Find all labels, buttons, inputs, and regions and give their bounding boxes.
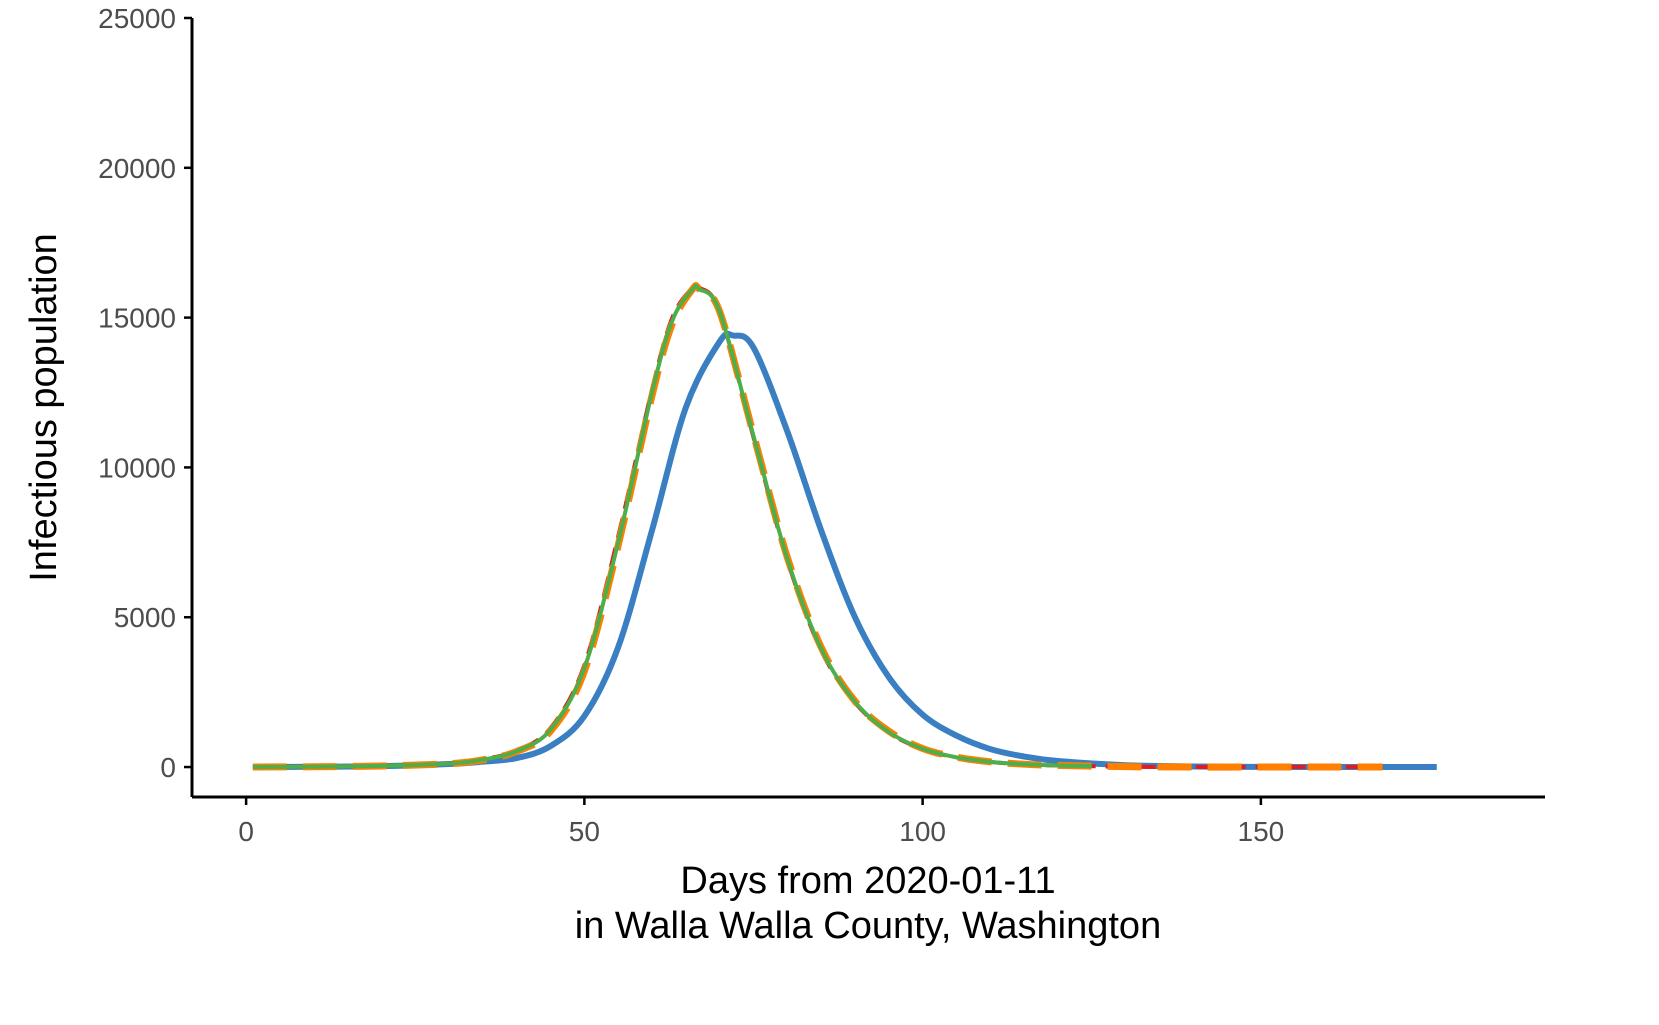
x-axis-title-line-2: in Walla Walla County, Washington (575, 905, 1161, 947)
x-tick-label: 0 (238, 816, 254, 847)
y-tick-label: 20000 (98, 153, 176, 184)
y-tick-label: 5000 (114, 602, 176, 633)
series-layer (252, 282, 1437, 771)
series-line-2 (252, 282, 1370, 770)
series-line-1 (252, 330, 1437, 771)
y-tick-label: 10000 (98, 452, 176, 483)
x-axis-ticks: 0 50 100 150 (238, 797, 1284, 847)
y-axis-title: Infectious population (23, 233, 65, 582)
x-axis-title-line-1: Days from 2020-01-11 (680, 860, 1055, 902)
y-tick-label: 15000 (98, 303, 176, 334)
x-tick-label: 150 (1238, 816, 1285, 847)
y-tick-label: 25000 (98, 3, 176, 34)
x-tick-label: 50 (569, 816, 600, 847)
x-tick-label: 100 (899, 816, 946, 847)
series-line-4 (252, 283, 1092, 770)
y-tick-label: 0 (160, 752, 176, 783)
y-axis-ticks: 0 5000 10000 15000 20000 25000 (98, 3, 192, 783)
